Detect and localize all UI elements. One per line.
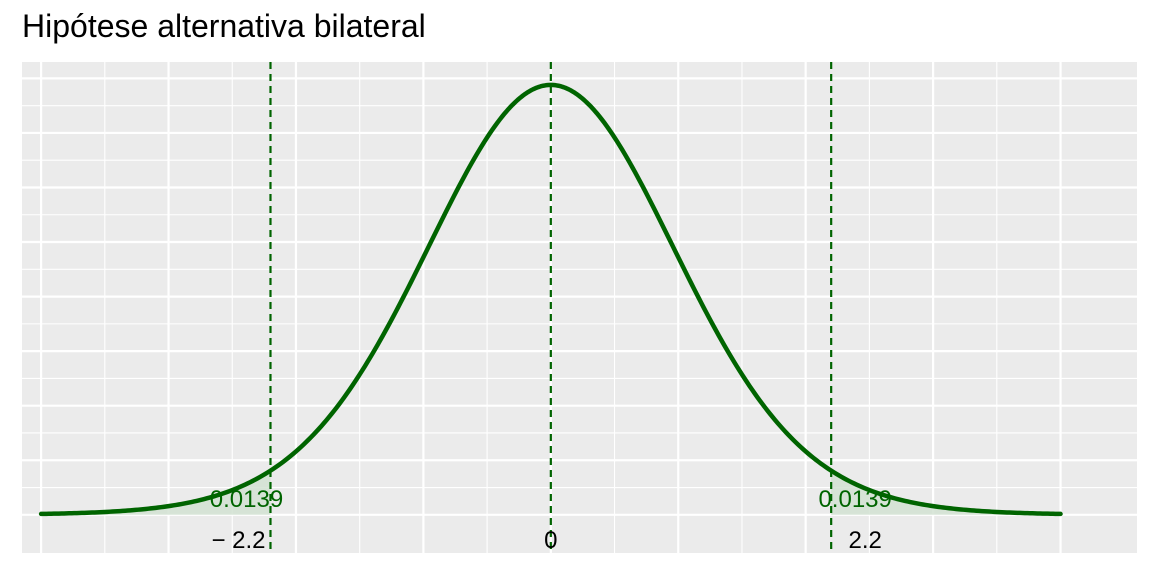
plot-panel <box>22 62 1137 553</box>
tail-shading <box>41 470 1061 515</box>
chart-title: Hipótese alternativa bilateral <box>22 8 426 44</box>
tail-area-right <box>831 470 1061 515</box>
grid-lines <box>22 62 1137 553</box>
x-tick-label: − 2.2 <box>211 527 265 554</box>
tail-area-label-right: 0.0139 <box>818 486 891 513</box>
value-labels: 0.0139 0.0139 − 2.2 0 2.2 <box>210 486 892 554</box>
x-tick-label: 0 <box>544 527 557 554</box>
x-tick-label: 2.2 <box>848 527 881 554</box>
density-curve <box>38 82 1063 517</box>
tail-area-label-left: 0.0139 <box>210 486 283 513</box>
tail-area-left <box>41 470 271 515</box>
